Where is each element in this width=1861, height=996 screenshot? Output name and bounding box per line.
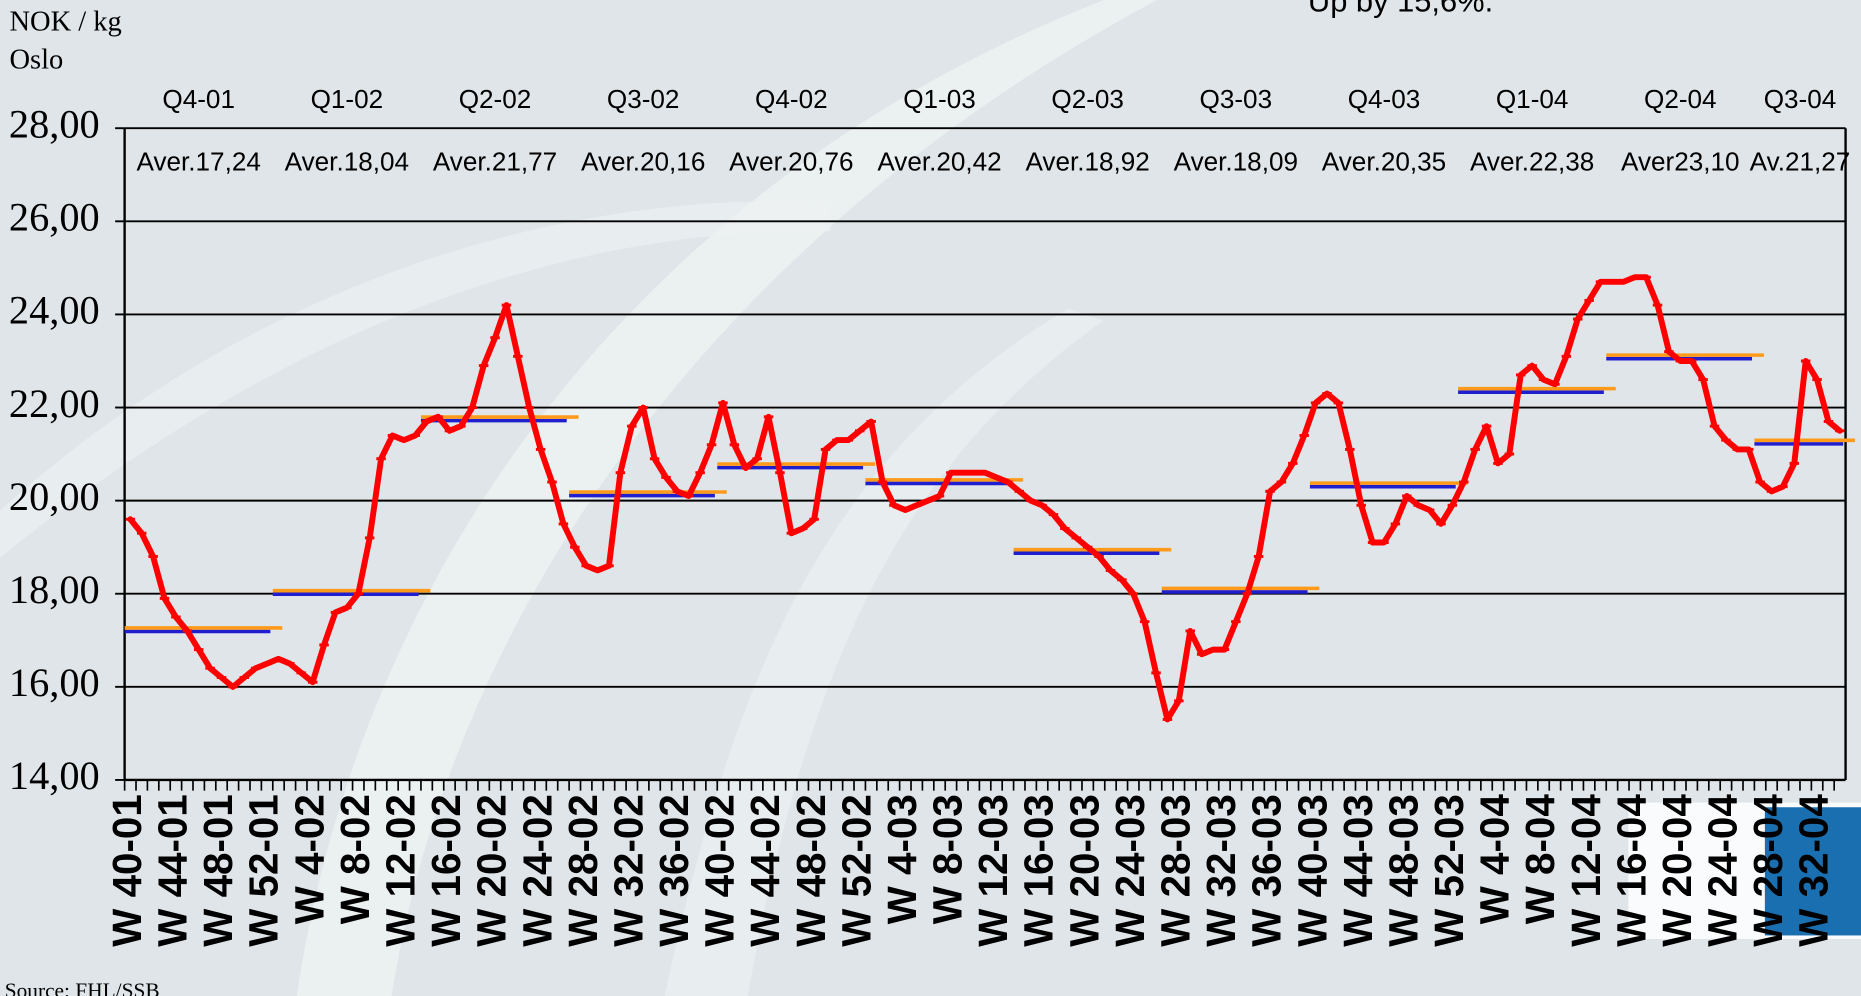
source: Source: FHL/SSB [5,978,160,996]
quarter-average-label: Aver.17,24 [137,147,261,177]
x-tick-label: W 44-03 [1335,794,1381,947]
background-swoosh [664,308,1104,996]
x-tick-label: W 4-03 [879,794,925,924]
x-tick-label: W 16-04 [1608,794,1654,947]
x-tick-label: W 52-02 [833,794,879,947]
quarter-average-label: Aver.22,38 [1470,147,1594,177]
x-tick-label: W 48-01 [195,794,241,947]
x-tick-label: W 16-03 [1016,794,1062,947]
quarter-average-label: Aver.20,16 [581,147,705,177]
x-tick-label: W 32-02 [605,794,651,947]
y-tick-label: 28,00 [9,101,100,146]
quarter-label: Q2-03 [1051,84,1124,114]
x-tick-label: W 16-02 [423,794,469,947]
quarter-label: Q1-04 [1496,84,1569,114]
x-tick-label: W 28-03 [1153,794,1199,947]
x-tick-label: W 8-02 [332,794,378,924]
x-tick-label: W 48-03 [1380,794,1426,947]
x-tick-label: W 28-04 [1745,794,1791,947]
x-tick-label: W 40-01 [104,794,150,947]
quarter-label: Q3-04 [1764,84,1837,114]
x-tick-label: W 52-01 [241,794,287,947]
quarter-average-label: Aver.18,04 [285,147,409,177]
x-tick-label: W 4-04 [1472,794,1518,925]
y-tick-label: 16,00 [9,660,100,705]
quarter-label: Q2-04 [1644,84,1717,114]
x-tick-label: W 44-01 [150,794,196,947]
x-tick-label: W 8-03 [925,794,971,924]
quarter-average-label: Aver.20,42 [877,147,1001,177]
quarter-label: Q1-03 [903,84,976,114]
quarter-label: Q2-02 [459,84,532,114]
background-swoosh [0,200,831,558]
logo-panel [1764,807,1861,936]
x-tick-label: W 40-03 [1289,794,1335,947]
y-tick-label: 26,00 [9,195,100,240]
subtitle: Oslo [9,44,63,75]
x-tick-label: W 20-02 [469,794,515,947]
quarter-average-label: Aver.18,92 [1025,147,1149,177]
y-tick-label: 24,00 [9,288,100,333]
quarter-label: Q4-02 [755,84,828,114]
quarter-label: Q4-03 [1348,84,1421,114]
y-axis-label: NOK / kg [9,6,121,37]
x-tick-label: W 44-02 [742,794,788,947]
x-tick-label: W 36-02 [651,794,697,947]
x-tick-label: W 36-03 [1244,794,1290,947]
y-tick-label: 20,00 [9,474,100,519]
x-tick-label: W 32-04 [1791,794,1837,947]
x-tick-label: W 20-03 [1061,794,1107,947]
headline: Up by 15,6%. [1308,0,1493,19]
quarter-average-label: Av.21,27 [1750,147,1851,177]
x-tick-label: W 40-02 [697,794,743,947]
quarter-label: Q4-01 [162,84,235,114]
quarter-label: Q1-02 [311,84,384,114]
x-tick-label: W 20-04 [1654,794,1700,947]
quarter-label: Q3-03 [1200,84,1273,114]
y-tick-label: 22,00 [9,381,100,426]
quarter-average-label: Aver23,10 [1621,147,1740,177]
x-tick-label: W 24-02 [514,794,560,947]
quarter-average-label: Aver.21,77 [433,147,557,177]
x-tick-label: W 12-03 [970,794,1016,947]
y-tick-label: 18,00 [9,567,100,612]
y-tick-label: 14,00 [9,753,100,798]
quarter-average-label: Aver.20,76 [729,147,853,177]
x-tick-label: W 24-04 [1700,794,1746,947]
background-swoosh [296,0,1158,996]
x-tick-label: W 8-04 [1517,794,1563,925]
x-tick-label: W 32-03 [1198,794,1244,947]
x-tick-label: W 4-02 [286,794,332,924]
x-tick-label: W 52-03 [1426,794,1472,947]
quarter-average-label: Aver.20,35 [1322,147,1446,177]
x-tick-label: W 12-04 [1563,794,1609,947]
quarter-average-label: Aver.18,09 [1174,147,1298,177]
x-tick-label: W 12-02 [378,794,424,947]
x-tick-label: W 28-02 [560,794,606,947]
x-tick-label: W 24-03 [1107,794,1153,947]
quarter-label: Q3-02 [607,84,680,114]
x-tick-label: W 48-02 [788,794,834,947]
